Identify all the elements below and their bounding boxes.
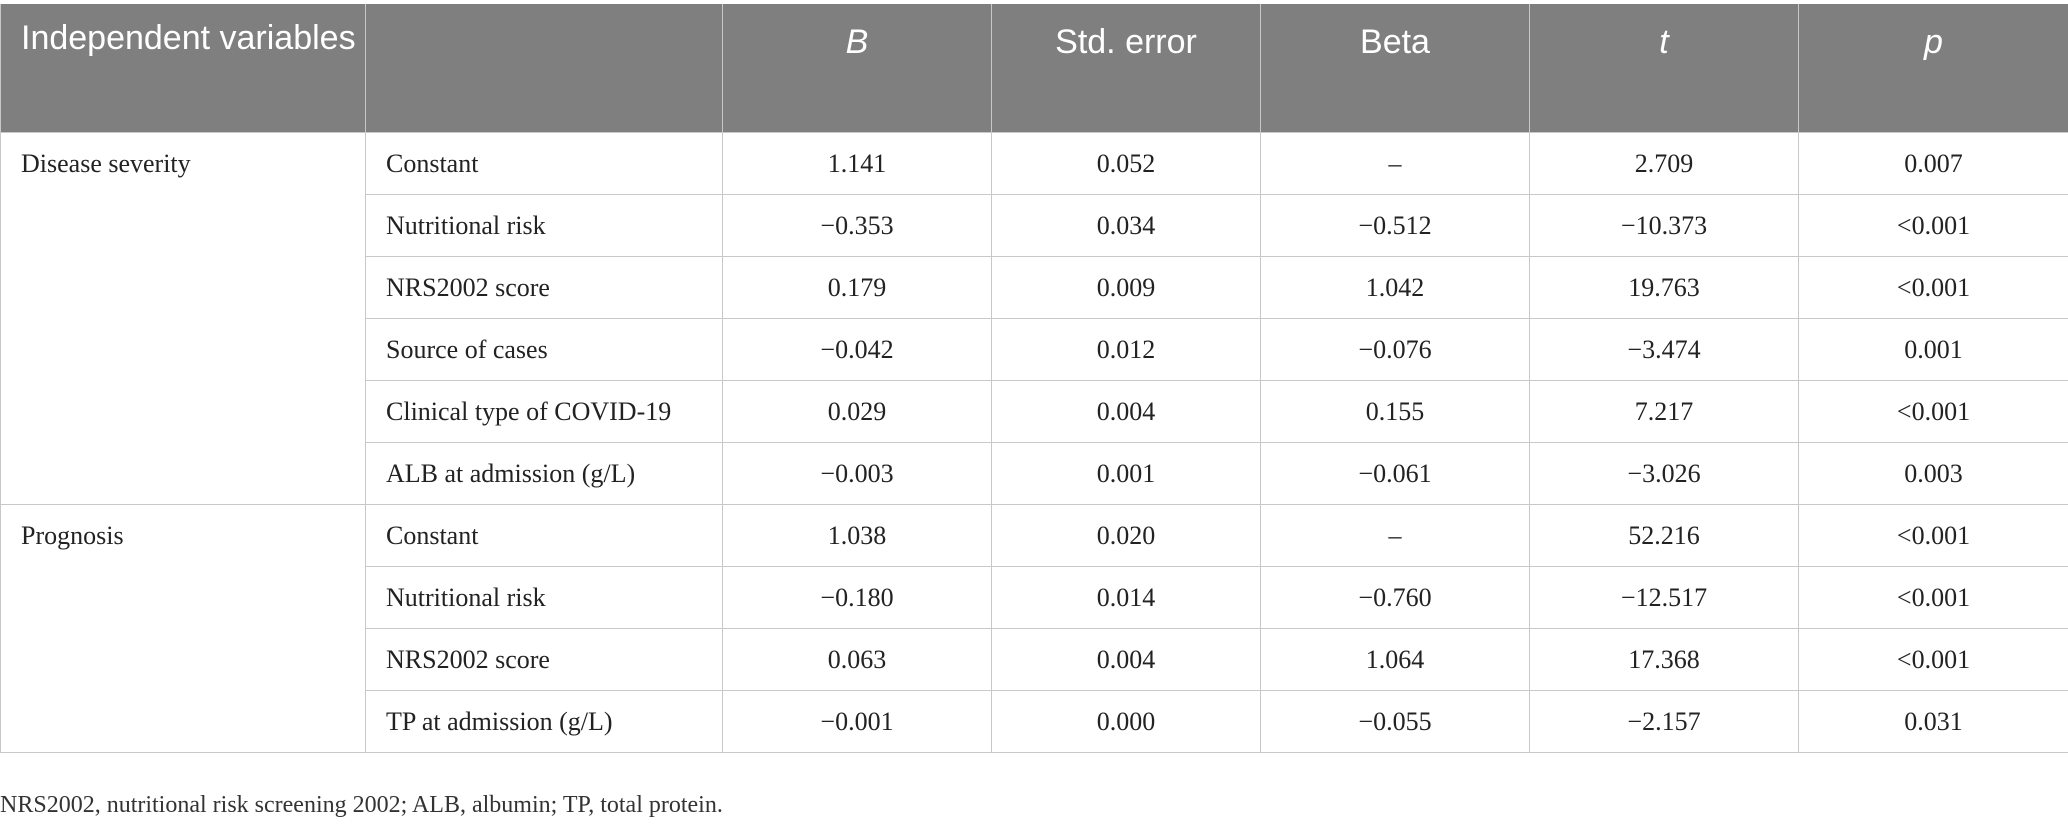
cell-beta: −0.512 [1260,194,1530,257]
cell-b: 1.038 [722,504,992,567]
cell-t: 2.709 [1529,132,1799,195]
table-body: Disease severity Constant 1.141 0.052–2.709… [0,132,2068,753]
cell-t: −12.517 [1529,566,1799,629]
cell-p: 0.003 [1798,442,2068,505]
cell-t: 52.216 [1529,504,1799,567]
cell-std-error: 0.012 [991,318,1261,381]
table-header: Independent variables B Std. error Beta … [0,4,2068,133]
cell-variable: Clinical type of COVID-19 [365,380,723,443]
cell-beta: 1.042 [1260,256,1530,319]
cell-beta: 1.064 [1260,628,1530,691]
header-independent-variables: Independent variables [0,4,366,133]
cell-group-label: Disease severity [0,132,366,505]
cell-p: <0.001 [1798,194,2068,257]
cell-variable: NRS2002 score [365,256,723,319]
cell-variable: TP at admission (g/L) [365,690,723,753]
table-row: Clinical type of COVID-19 0.029 0.004 0.155… [1,380,2068,443]
regression-table: Independent variables B Std. error Beta … [0,4,2068,753]
table-row: ALB at admission (g/L) −0.003 0.001 −0.061−… [1,442,2068,505]
cell-t: −3.474 [1529,318,1799,381]
header-std-error: Std. error [991,4,1261,133]
cell-beta: −0.760 [1260,566,1530,629]
table-row: Nutritional risk −0.180 0.014 −0.760 −12.517… [1,566,2068,629]
cell-b: −0.180 [722,566,992,629]
cell-variable: NRS2002 score [365,628,723,691]
table-row: Prognosis Constant 1.038 0.020–52.216 <0.001 [0,504,2068,753]
cell-std-error: 0.000 [991,690,1261,753]
cell-std-error: 0.004 [991,628,1261,691]
cell-p: <0.001 [1798,628,2068,691]
cell-beta: – [1260,132,1530,195]
cell-p: 0.031 [1798,690,2068,753]
cell-t: −3.026 [1529,442,1799,505]
cell-variable: Constant [365,504,723,567]
cell-variable: Nutritional risk [365,566,723,629]
cell-b: 1.141 [722,132,992,195]
cell-variable: Source of cases [365,318,723,381]
cell-beta: −0.055 [1260,690,1530,753]
cell-p: <0.001 [1798,256,2068,319]
cell-t: −2.157 [1529,690,1799,753]
cell-p: 0.001 [1798,318,2068,381]
cell-p: <0.001 [1798,566,2068,629]
header-variable-name [365,4,723,133]
cell-t: −10.373 [1529,194,1799,257]
cell-p: <0.001 [1798,380,2068,443]
table-row: Source of cases −0.042 0.012 −0.076 −3.474 0.… [1,318,2068,381]
cell-beta: −0.076 [1260,318,1530,381]
table-row: Disease severity Constant 1.141 0.052–2.709… [0,132,2068,505]
header-b: B [722,4,992,133]
table-footnote: NRS2002, nutritional risk screening 2002… [0,792,723,818]
cell-variable: Nutritional risk [365,194,723,257]
cell-b: 0.063 [722,628,992,691]
cell-b: 0.179 [722,256,992,319]
cell-std-error: 0.009 [991,256,1261,319]
header-row: Independent variables B Std. error Beta … [0,4,2068,133]
table-row: TP at admission (g/L) −0.001 0.000 −0.055 −2… [1,690,2068,753]
cell-beta: – [1260,504,1530,567]
cell-t: 17.368 [1529,628,1799,691]
header-p: p [1798,4,2068,133]
cell-b: −0.001 [722,690,992,753]
cell-p: 0.007 [1798,132,2068,195]
table-row: NRS2002 score 0.063 0.004 1.064 17.368 <0.001 [1,628,2068,691]
cell-t: 7.217 [1529,380,1799,443]
cell-b: −0.042 [722,318,992,381]
cell-std-error: 0.001 [991,442,1261,505]
cell-variable: Constant [365,132,723,195]
cell-std-error: 0.052 [991,132,1261,195]
table-row: NRS2002 score 0.179 0.009 1.042 19.763 <0.001 [1,256,2068,319]
cell-variable: ALB at admission (g/L) [365,442,723,505]
cell-std-error: 0.004 [991,380,1261,443]
cell-std-error: 0.034 [991,194,1261,257]
cell-group-label: Prognosis [0,504,366,753]
cell-std-error: 0.014 [991,566,1261,629]
header-beta: Beta [1260,4,1530,133]
cell-std-error: 0.020 [991,504,1261,567]
cell-t: 19.763 [1529,256,1799,319]
cell-beta: −0.061 [1260,442,1530,505]
header-t: t [1529,4,1799,133]
cell-beta: 0.155 [1260,380,1530,443]
cell-b: −0.003 [722,442,992,505]
cell-b: −0.353 [722,194,992,257]
cell-p: <0.001 [1798,504,2068,567]
cell-b: 0.029 [722,380,992,443]
